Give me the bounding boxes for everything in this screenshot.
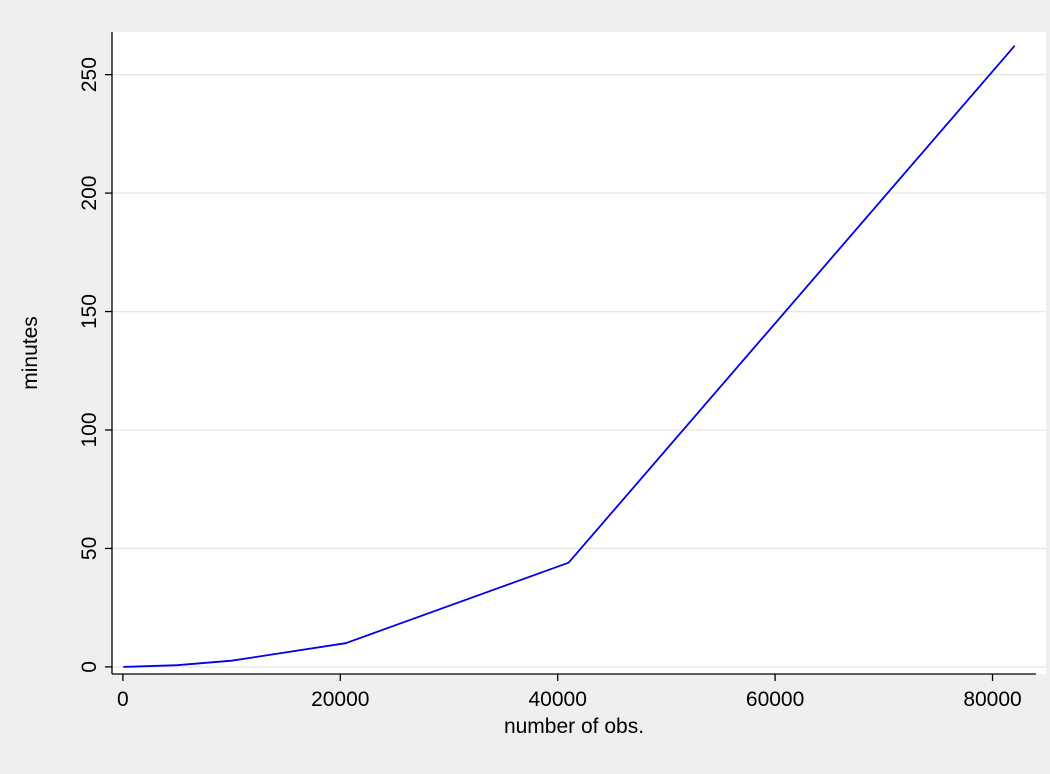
data-point xyxy=(567,561,570,564)
axes xyxy=(111,32,1036,675)
x-axis-label: number of obs. xyxy=(504,715,644,738)
x-tick-label: 60000 xyxy=(746,688,804,711)
y-tick-label: 250 xyxy=(78,57,101,92)
data-point xyxy=(176,664,179,667)
y-tick-label: 150 xyxy=(78,294,101,329)
y-tick-label: 50 xyxy=(78,537,101,560)
gridlines xyxy=(112,73,1046,668)
plot-background xyxy=(112,32,1046,674)
series-line xyxy=(123,45,1015,668)
data-point xyxy=(230,659,233,662)
y-tick-label: 200 xyxy=(78,176,101,211)
ticks: 0 50 100 150 200 250 0 20000 40000 60000 80000 xyxy=(78,57,1022,711)
series-layer xyxy=(123,45,1016,668)
x-tick-label: 20000 xyxy=(311,688,369,711)
data-point xyxy=(1013,45,1016,48)
data-point xyxy=(344,642,347,645)
x-tick-label: 80000 xyxy=(963,688,1021,711)
y-tick-label: 0 xyxy=(78,661,101,673)
y-axis-label: minutes xyxy=(19,316,42,390)
x-tick-label: 0 xyxy=(117,688,129,711)
y-tick-label: 100 xyxy=(78,412,101,447)
data-point xyxy=(123,665,125,668)
x-tick-label: 40000 xyxy=(528,688,586,711)
